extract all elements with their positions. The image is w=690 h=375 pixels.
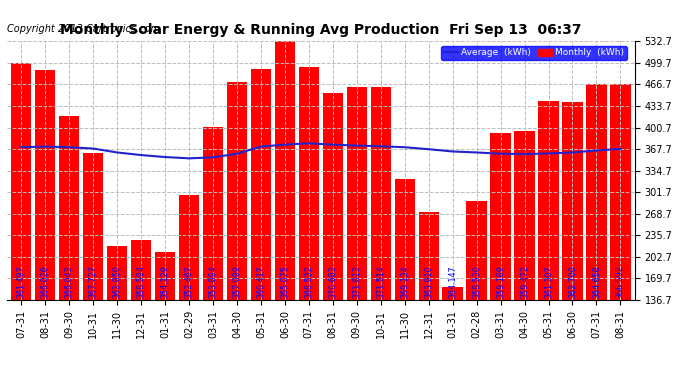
Bar <box>107 246 128 300</box>
Bar <box>371 87 391 300</box>
Text: 359.472: 359.472 <box>520 265 529 298</box>
Bar <box>155 252 175 300</box>
Text: 370.683: 370.683 <box>328 266 337 298</box>
Text: Copyright 2013 Cartronics.com: Copyright 2013 Cartronics.com <box>7 24 160 34</box>
Bar <box>466 201 487 300</box>
Bar <box>11 63 32 300</box>
Text: 364.147: 364.147 <box>448 266 457 298</box>
Bar <box>179 195 199 300</box>
Bar <box>275 41 295 300</box>
Text: 362.850: 362.850 <box>112 265 121 298</box>
Text: 368.532: 368.532 <box>304 265 313 298</box>
Text: 358.594: 358.594 <box>137 265 146 298</box>
Bar <box>323 93 343 300</box>
Bar <box>59 116 79 300</box>
Bar <box>586 84 607 300</box>
Text: 363.910: 363.910 <box>424 266 433 298</box>
Text: 360.417: 360.417 <box>257 266 266 298</box>
Text: 364.658: 364.658 <box>592 266 601 298</box>
Bar <box>442 287 463 300</box>
Text: 371.813: 371.813 <box>353 266 362 298</box>
Bar <box>131 240 151 300</box>
Text: 358.530: 358.530 <box>472 265 481 298</box>
Bar <box>419 212 439 300</box>
Bar <box>346 87 367 300</box>
Text: 362.700: 362.700 <box>568 265 577 298</box>
Bar <box>514 131 535 300</box>
Title: Monthly Solar Energy & Running Avg Production  Fri Sep 13  06:37: Monthly Solar Energy & Running Avg Produ… <box>60 23 582 37</box>
Text: 369.134: 369.134 <box>400 266 409 298</box>
Text: 357.099: 357.099 <box>233 265 241 298</box>
Bar <box>491 132 511 300</box>
Bar <box>610 84 631 300</box>
Text: 361.497: 361.497 <box>17 265 26 298</box>
Text: 366.026: 366.026 <box>41 266 50 298</box>
Bar <box>250 69 271 300</box>
Bar <box>395 179 415 300</box>
Text: 371.514: 371.514 <box>376 265 385 298</box>
Text: 361.307: 361.307 <box>544 266 553 298</box>
Text: 367.727: 367.727 <box>89 265 98 298</box>
Text: 366.592: 366.592 <box>616 265 625 298</box>
Legend: Average  (kWh), Monthly  (kWh): Average (kWh), Monthly (kWh) <box>442 46 627 60</box>
Text: 354.129: 354.129 <box>161 265 170 298</box>
Bar <box>83 153 104 300</box>
Bar <box>538 101 559 300</box>
Bar <box>227 82 247 300</box>
Bar <box>35 70 55 300</box>
Text: 366.043: 366.043 <box>65 266 74 298</box>
Bar <box>562 102 582 300</box>
Text: 365.075: 365.075 <box>280 265 289 298</box>
Text: 352.467: 352.467 <box>184 265 193 298</box>
Bar <box>203 127 223 300</box>
Text: 359.189: 359.189 <box>496 265 505 298</box>
Bar <box>299 67 319 300</box>
Text: 353.894: 353.894 <box>208 265 217 298</box>
